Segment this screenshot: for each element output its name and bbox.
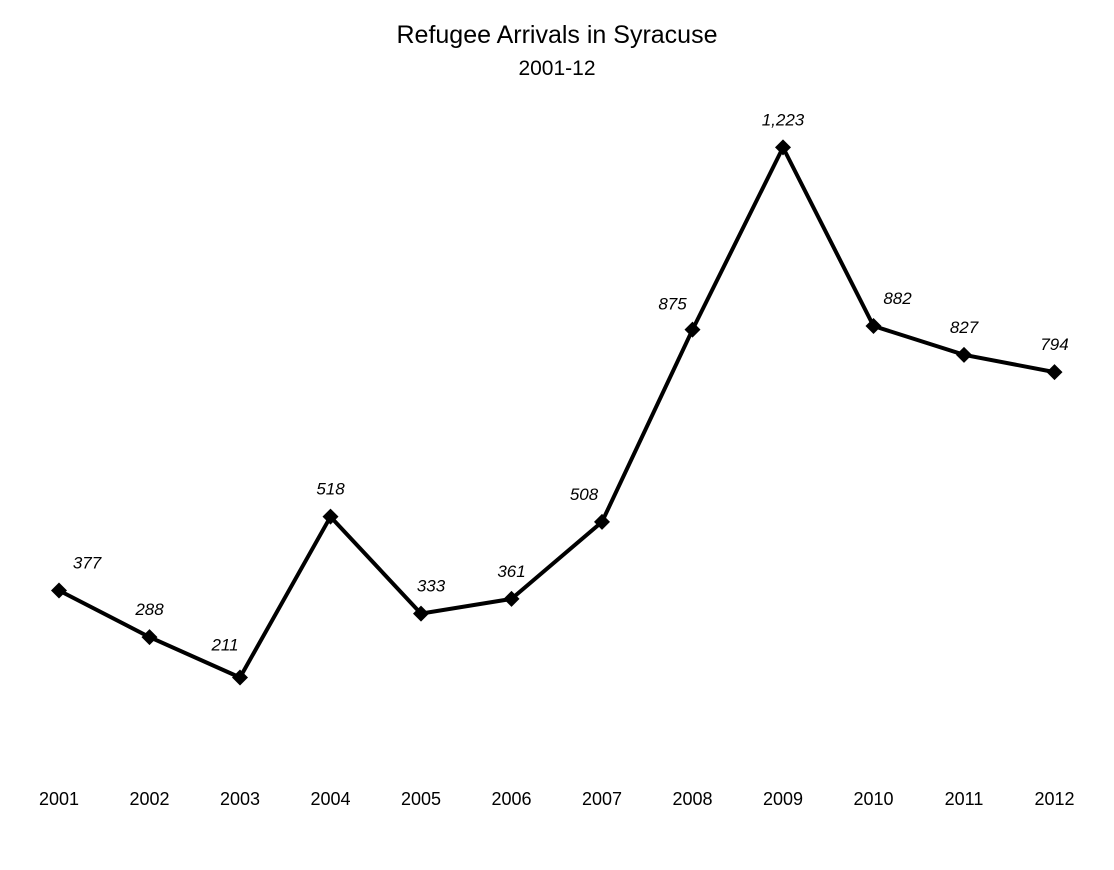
x-tick-label-2003: 2003 — [220, 789, 260, 809]
x-tick-label-2006: 2006 — [491, 789, 531, 809]
x-tick-label-2001: 2001 — [39, 789, 79, 809]
data-point-marker-2002 — [141, 629, 158, 646]
data-label-2007: 508 — [570, 485, 599, 504]
chart-subtitle: 2001-12 — [518, 57, 596, 80]
data-point-marker-2006 — [503, 590, 520, 607]
data-point-marker-2008 — [684, 321, 701, 338]
data-point-marker-2012 — [1046, 364, 1063, 381]
x-tick-label-2011: 2011 — [945, 789, 984, 809]
data-label-2003: 211 — [210, 635, 238, 654]
x-tick-label-2009: 2009 — [763, 789, 803, 809]
data-point-marker-2003 — [232, 669, 248, 686]
x-tick-label-2007: 2007 — [582, 789, 622, 809]
data-point-marker-2004 — [322, 508, 339, 525]
x-tick-label-2012: 2012 — [1034, 789, 1074, 809]
data-label-2010: 882 — [883, 289, 912, 308]
x-tick-label-2002: 2002 — [129, 789, 169, 809]
x-tick-label-2005: 2005 — [401, 789, 441, 809]
data-point-marker-2007 — [594, 513, 610, 530]
data-label-2008: 875 — [658, 295, 687, 314]
data-label-2006: 361 — [497, 562, 525, 581]
series-line — [58, 142, 1055, 681]
x-axis-tick-labels: 2001 2002 2003 2004 2005 2006 2007 2008 2009 2010… — [39, 789, 1075, 809]
x-tick-label-2004: 2004 — [310, 789, 350, 809]
data-point-marker-2001 — [51, 582, 67, 599]
data-point-marker-2005 — [413, 605, 429, 622]
data-label-2011: 827 — [950, 318, 979, 337]
data-label-2009: 1,223 — [762, 110, 805, 129]
chart-title: Refugee Arrivals in Syracuse — [396, 21, 718, 49]
x-tick-label-2010: 2010 — [853, 789, 893, 809]
data-point-marker-2009 — [775, 139, 791, 156]
marker-group — [51, 139, 1063, 686]
x-tick-label-2008: 2008 — [672, 789, 712, 809]
data-label-2001: 377 — [73, 554, 102, 573]
data-label-group: 377 288 211 518 333 361 508 875 1,223 882 827 794 — [73, 110, 1069, 654]
data-label-2004: 518 — [316, 480, 345, 499]
data-point-marker-2011 — [956, 346, 972, 363]
data-label-2012: 794 — [1040, 335, 1068, 354]
data-label-2002: 288 — [134, 600, 164, 619]
series-line-group — [58, 142, 1055, 681]
data-label-2005: 333 — [417, 577, 446, 596]
data-point-marker-2010 — [865, 318, 882, 335]
